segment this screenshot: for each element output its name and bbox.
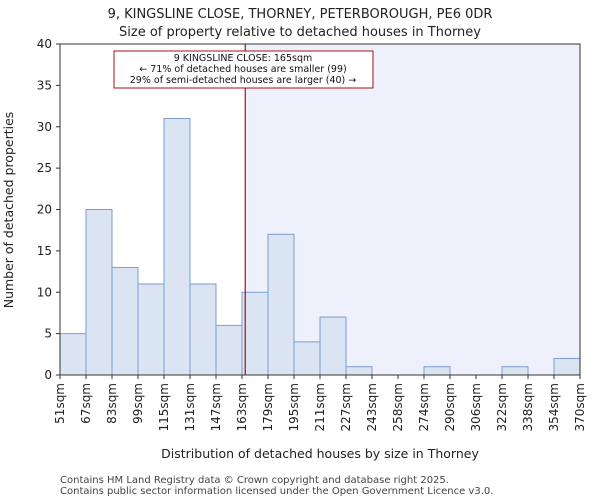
y-tick-label: 5 xyxy=(44,327,52,341)
x-tick-label: 258sqm xyxy=(391,383,405,431)
y-tick-label: 20 xyxy=(37,203,52,217)
x-tick-label: 147sqm xyxy=(209,383,223,431)
x-tick-label: 306sqm xyxy=(469,383,483,431)
chart-title: 9, KINGSLINE CLOSE, THORNEY, PETERBOROUG… xyxy=(108,7,493,22)
x-tick-label: 99sqm xyxy=(131,383,145,424)
annotation-line-2: ← 71% of detached houses are smaller (99… xyxy=(139,64,346,75)
y-tick-label: 25 xyxy=(37,161,52,175)
bar-147sqm xyxy=(215,324,243,376)
x-tick-label: 274sqm xyxy=(417,383,431,431)
x-tick-label: 211sqm xyxy=(313,383,327,431)
y-axis-label: Number of detached properties xyxy=(1,112,16,309)
y-tick-label: 0 xyxy=(44,368,52,382)
bar-227sqm xyxy=(345,366,373,376)
x-tick-label: 322sqm xyxy=(495,383,509,431)
x-tick-label: 67sqm xyxy=(79,383,93,424)
x-tick-label: 370sqm xyxy=(573,383,587,431)
x-tick-label: 51sqm xyxy=(53,383,67,424)
bar-115sqm xyxy=(163,117,191,376)
x-axis-label: Distribution of detached houses by size … xyxy=(161,446,479,461)
footer-line-1: Contains HM Land Registry data © Crown c… xyxy=(60,475,449,486)
x-tick-label: 354sqm xyxy=(547,383,561,431)
x-ticks: 51sqm 67sqm 83sqm 99sqm 115sqm 131sqm 147sqm 16… xyxy=(53,375,587,431)
bar-322sqm xyxy=(501,366,529,376)
annotation-line-3: 29% of semi-detached houses are larger (… xyxy=(130,75,357,86)
bar-163sqm xyxy=(241,291,269,376)
x-tick-label: 163sqm xyxy=(235,383,249,431)
y-tick-label: 15 xyxy=(37,244,52,258)
annotation-line-1: 9 KINGSLINE CLOSE: 165sqm xyxy=(174,53,313,64)
bar-195sqm xyxy=(293,341,321,376)
x-tick-label: 131sqm xyxy=(183,383,197,431)
bar-51sqm xyxy=(59,333,87,376)
x-tick-label: 243sqm xyxy=(365,383,379,431)
highlight-region xyxy=(245,44,580,375)
x-tick-label: 227sqm xyxy=(339,383,353,431)
x-tick-label: 195sqm xyxy=(287,383,301,431)
y-tick-label: 35 xyxy=(37,78,52,92)
x-tick-label: 338sqm xyxy=(521,383,535,431)
x-tick-label: 290sqm xyxy=(443,383,457,431)
bar-83sqm xyxy=(111,266,139,376)
x-tick-label: 83sqm xyxy=(105,383,119,424)
y-tick-label: 30 xyxy=(37,120,52,134)
bar-99sqm xyxy=(137,283,165,376)
bars xyxy=(59,117,581,376)
y-tick-label: 10 xyxy=(37,285,52,299)
bar-274sqm xyxy=(423,366,451,376)
y-ticks: 0 5 10 15 20 25 30 35 40 xyxy=(37,37,60,382)
bar-211sqm xyxy=(319,316,347,376)
annotation-box: 9 KINGSLINE CLOSE: 165sqm ← 71% of detac… xyxy=(113,50,374,89)
bar-131sqm xyxy=(189,283,217,376)
bar-67sqm xyxy=(85,209,113,376)
footer-line-2: Contains public sector information licen… xyxy=(60,486,493,497)
bar-354sqm xyxy=(553,357,581,376)
x-tick-label: 179sqm xyxy=(261,383,275,431)
bar-179sqm xyxy=(267,233,295,376)
y-tick-label: 40 xyxy=(37,37,52,51)
chart-subtitle: Size of property relative to detached ho… xyxy=(119,25,481,40)
x-tick-label: 115sqm xyxy=(157,383,171,431)
